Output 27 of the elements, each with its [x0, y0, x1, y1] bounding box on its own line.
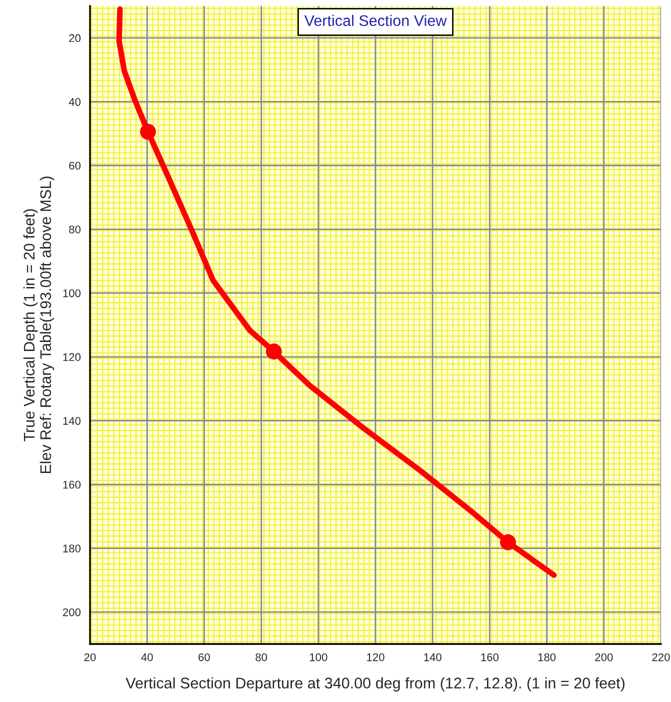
y-tick-label: 180: [63, 544, 81, 552]
point: [500, 534, 516, 550]
x-tick-label: 120: [367, 653, 384, 662]
y-tick-label: 160: [63, 480, 81, 489]
point: [140, 124, 156, 140]
y-tick-label: 140: [63, 416, 81, 425]
x-tick-label: 60: [198, 653, 210, 662]
y-tick-label: 200: [62, 608, 81, 616]
y-tick-label: 100: [63, 289, 81, 298]
y-tick-label: 20: [69, 34, 81, 42]
x-tick-label: 140: [424, 653, 442, 662]
x-tick-label: 100: [310, 653, 328, 662]
x-tick-label: 220: [652, 653, 670, 662]
x-tick-label: 40: [141, 653, 153, 662]
x-tick-label: 20: [84, 653, 96, 662]
y-tick-label: 40: [68, 98, 81, 106]
y-tick-label: 80: [69, 226, 81, 234]
point: [266, 344, 282, 360]
x-tick-label: 180: [538, 653, 556, 662]
x-tick-label: 200: [595, 653, 613, 662]
x-tick-label: 80: [256, 653, 268, 662]
y-tick-label: 120: [63, 353, 81, 362]
chart-title: Vertical Section View: [304, 14, 447, 26]
y-axis-title: True Vertical Depth (1 in = 20 feet) Elev Ref: Rotary Table(193.00ft above MSL): [23, 176, 54, 474]
y-tick-label: 60: [69, 162, 81, 170]
x-tick-label: 160: [481, 653, 499, 662]
x-axis-title: Vertical Section Departure at 340.00 deg from (12.7, 12.8). (1 in = 20 feet): [126, 677, 624, 692]
